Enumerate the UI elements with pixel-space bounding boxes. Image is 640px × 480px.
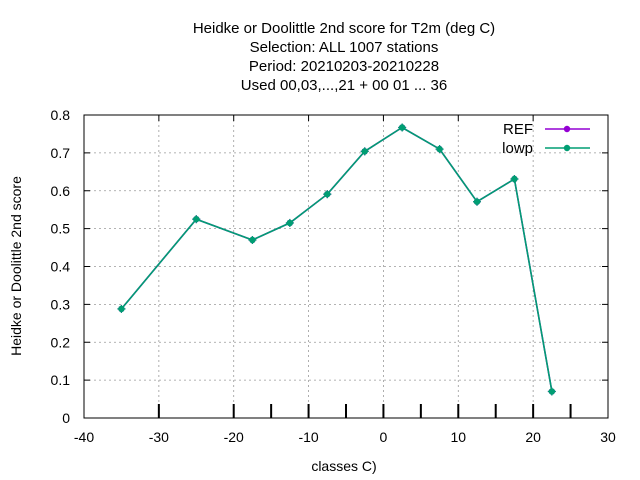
chart-title: Heidke or Doolittle 2nd score for T2m (d… [193, 20, 495, 94]
y-tick-label: 0 [62, 410, 70, 426]
x-tick-label: 0 [380, 429, 388, 445]
grid-lines [84, 115, 608, 418]
y-tick-label: 0.2 [51, 334, 71, 350]
legend-label: REF [503, 121, 533, 138]
y-tick-label: 0.1 [51, 372, 71, 388]
y-axis-label: Heidke or Doolittle 2nd score [8, 176, 24, 356]
x-tick-label: -20 [224, 429, 244, 445]
series-lines [117, 123, 556, 396]
legend-marker [563, 144, 571, 152]
x-tick-label: -10 [298, 429, 318, 445]
x-tick-label: 10 [450, 429, 466, 445]
series-line [120, 126, 553, 392]
y-tick-label: 0.3 [51, 296, 71, 312]
plot-frame [83, 114, 609, 419]
title-line-2: Selection: ALL 1007 stations [250, 39, 439, 56]
y-tick-label: 0.4 [51, 259, 71, 275]
tick-labels: -40 -30 -20 -10 0 10 20 30 0 0.1 0.2 0.3 0.4 0.5 0.6 0.… [51, 107, 616, 445]
x-axis-label: classes C) [311, 458, 376, 474]
legend-marker [563, 125, 571, 133]
legend-label: lowp [502, 140, 533, 157]
x-tick-label: 20 [525, 429, 541, 445]
x-tick-label: -30 [149, 429, 169, 445]
x-tick-label: 30 [600, 429, 616, 445]
title-line-4: Used 00,03,...,21 + 00 01 ... 36 [241, 77, 447, 94]
y-tick-label: 0.7 [51, 145, 71, 161]
series-line [120, 126, 553, 392]
title-line-1: Heidke or Doolittle 2nd score for T2m (d… [193, 20, 495, 37]
title-line-3: Period: 20210203-20210228 [249, 58, 439, 75]
legend: REF lowp [502, 121, 590, 157]
y-tick-label: 0.8 [51, 107, 71, 123]
x-tick-label: -40 [74, 429, 94, 445]
y-tick-label: 0.5 [51, 221, 71, 237]
y-tick-label: 0.6 [51, 183, 71, 199]
